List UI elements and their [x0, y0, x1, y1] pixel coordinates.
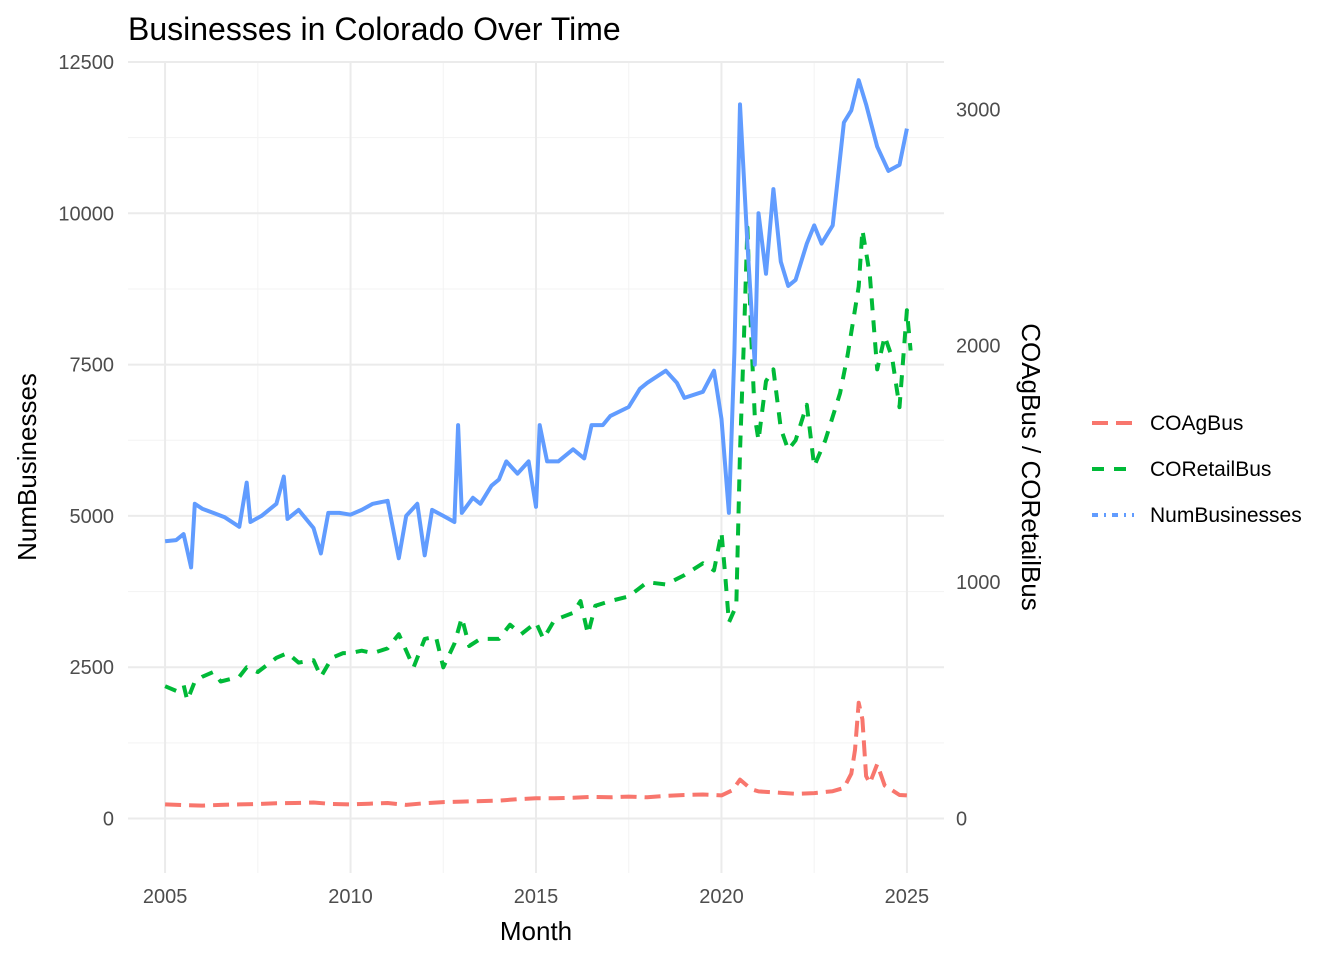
- y2-tick-label: 1000: [956, 572, 1001, 594]
- legend: COAgBus CORetailBus NumBusinesses: [1092, 412, 1302, 527]
- legend-label-coagbus: COAgBus: [1150, 412, 1243, 435]
- chart-title: Businesses in Colorado Over Time: [128, 11, 621, 47]
- series-line-coagbus: [165, 700, 908, 808]
- series-line-coretailbus: [164, 225, 913, 703]
- y2-tick-label: 3000: [956, 99, 1001, 121]
- x-tick-label: 2020: [699, 886, 744, 908]
- y2-tick-label: 0: [956, 809, 967, 831]
- y-axis-title: NumBusinesses: [12, 373, 42, 561]
- x-tick-label: 2010: [328, 886, 373, 908]
- x-tick-label: 2005: [143, 886, 188, 908]
- legend-label-coretailbus: CORetailBus: [1150, 458, 1271, 481]
- tick-labels: 2005 2010 2015 2020 202502500500075001000012…: [58, 52, 1000, 908]
- y2-tick-label: 2000: [956, 336, 1001, 358]
- y-tick-label: 5000: [70, 506, 115, 528]
- grid: [128, 61, 944, 873]
- y-tick-label: 2500: [70, 657, 115, 679]
- x-tick-label: 2015: [514, 886, 559, 908]
- y2-axis-title: COAgBus / CORetailBus: [1016, 323, 1046, 611]
- series-line-numbusinesses: [164, 78, 909, 570]
- y-tick-label: 7500: [70, 355, 115, 377]
- y-tick-label: 10000: [58, 203, 114, 225]
- y-tick-label: 12500: [58, 52, 114, 74]
- legend-label-numbusinesses: NumBusinesses: [1150, 504, 1302, 527]
- x-tick-label: 2025: [885, 886, 930, 908]
- y-tick-label: 0: [103, 809, 114, 831]
- series-layer: [164, 78, 913, 808]
- x-axis-title: Month: [500, 916, 572, 946]
